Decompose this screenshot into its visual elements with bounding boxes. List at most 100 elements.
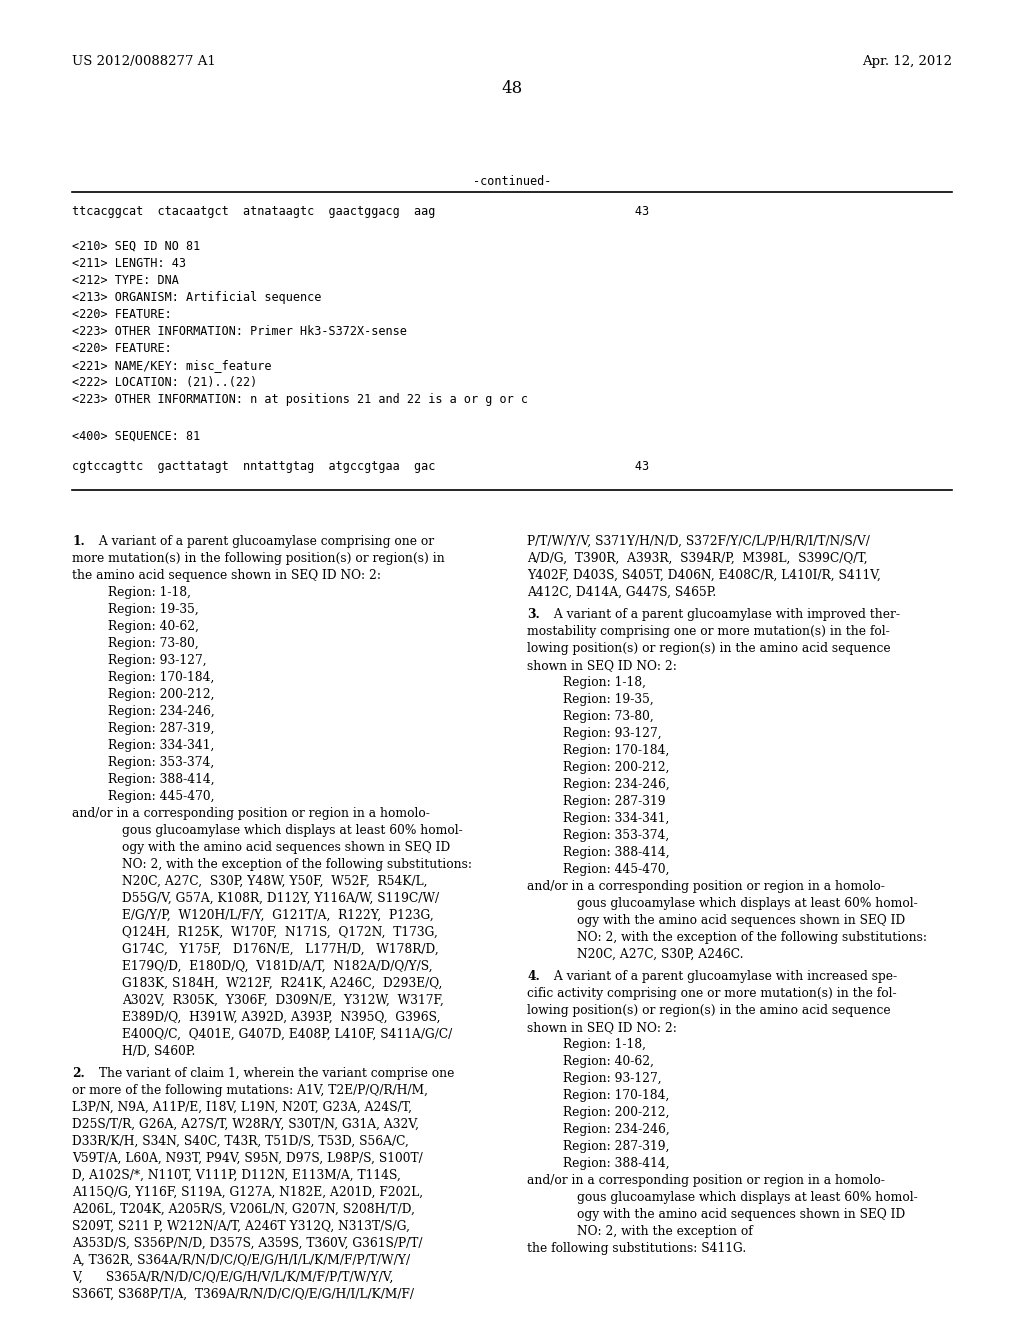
Text: <400> SEQUENCE: 81: <400> SEQUENCE: 81	[72, 430, 201, 444]
Text: gous glucoamylase which displays at least 60% homol-: gous glucoamylase which displays at leas…	[577, 1191, 918, 1204]
Text: E/G/Y/P,  W120H/L/F/Y,  G121T/A,  R122Y,  P123G,: E/G/Y/P, W120H/L/F/Y, G121T/A, R122Y, P1…	[122, 909, 434, 921]
Text: E389D/Q,  H391W, A392D, A393P,  N395Q,  G396S,: E389D/Q, H391W, A392D, A393P, N395Q, G39…	[122, 1011, 440, 1024]
Text: A115Q/G, Y116F, S119A, G127A, N182E, A201D, F202L,: A115Q/G, Y116F, S119A, G127A, N182E, A20…	[72, 1187, 423, 1199]
Text: or more of the following mutations: A1V, T2E/P/Q/R/H/M,: or more of the following mutations: A1V,…	[72, 1084, 428, 1097]
Text: Region: 170-184,: Region: 170-184,	[108, 671, 214, 684]
Text: more mutation(s) in the following position(s) or region(s) in: more mutation(s) in the following positi…	[72, 552, 444, 565]
Text: the following substitutions: S411G.: the following substitutions: S411G.	[527, 1242, 746, 1255]
Text: Region: 93-127,: Region: 93-127,	[563, 1072, 662, 1085]
Text: Region: 388-414,: Region: 388-414,	[108, 774, 215, 785]
Text: Region: 287-319,: Region: 287-319,	[563, 1140, 670, 1154]
Text: Region: 1-18,: Region: 1-18,	[563, 1039, 646, 1051]
Text: Region: 93-127,: Region: 93-127,	[563, 727, 662, 741]
Text: <223> OTHER INFORMATION: n at positions 21 and 22 is a or g or c: <223> OTHER INFORMATION: n at positions …	[72, 393, 528, 407]
Text: E400Q/C,  Q401E, G407D, E408P, L410F, S411A/G/C/: E400Q/C, Q401E, G407D, E408P, L410F, S41…	[122, 1028, 453, 1041]
Text: Region: 334-341,: Region: 334-341,	[563, 812, 670, 825]
Text: V59T/A, L60A, N93T, P94V, S95N, D97S, L98P/S, S100T/: V59T/A, L60A, N93T, P94V, S95N, D97S, L9…	[72, 1152, 423, 1166]
Text: NO: 2, with the exception of: NO: 2, with the exception of	[577, 1225, 753, 1238]
Text: <223> OTHER INFORMATION: Primer Hk3-S372X-sense: <223> OTHER INFORMATION: Primer Hk3-S372…	[72, 325, 407, 338]
Text: Region: 93-127,: Region: 93-127,	[108, 653, 207, 667]
Text: Region: 19-35,: Region: 19-35,	[108, 603, 199, 616]
Text: Region: 1-18,: Region: 1-18,	[108, 586, 191, 599]
Text: A353D/S, S356P/N/D, D357S, A359S, T360V, G361S/P/T/: A353D/S, S356P/N/D, D357S, A359S, T360V,…	[72, 1237, 423, 1250]
Text: <211> LENGTH: 43: <211> LENGTH: 43	[72, 257, 186, 271]
Text: mostability comprising one or more mutation(s) in the fol-: mostability comprising one or more mutat…	[527, 626, 890, 638]
Text: gous glucoamylase which displays at least 60% homol-: gous glucoamylase which displays at leas…	[577, 898, 918, 909]
Text: <210> SEQ ID NO 81: <210> SEQ ID NO 81	[72, 240, 201, 253]
Text: gous glucoamylase which displays at least 60% homol-: gous glucoamylase which displays at leas…	[122, 824, 463, 837]
Text: P/T/W/Y/V, S371Y/H/N/D, S372F/Y/C/L/P/H/R/I/T/N/S/V/: P/T/W/Y/V, S371Y/H/N/D, S372F/Y/C/L/P/H/…	[527, 535, 869, 548]
Text: <220> FEATURE:: <220> FEATURE:	[72, 342, 172, 355]
Text: A412C, D414A, G447S, S465P.: A412C, D414A, G447S, S465P.	[527, 586, 716, 599]
Text: Region: 170-184,: Region: 170-184,	[563, 744, 670, 758]
Text: A variant of a parent glucoamylase with improved ther-: A variant of a parent glucoamylase with …	[550, 609, 900, 622]
Text: and/or in a corresponding position or region in a homolo-: and/or in a corresponding position or re…	[527, 880, 885, 894]
Text: 4.: 4.	[527, 970, 540, 983]
Text: Q124H,  R125K,  W170F,  N171S,  Q172N,  T173G,: Q124H, R125K, W170F, N171S, Q172N, T173G…	[122, 927, 438, 939]
Text: <222> LOCATION: (21)..(22): <222> LOCATION: (21)..(22)	[72, 376, 257, 389]
Text: Region: 234-246,: Region: 234-246,	[108, 705, 215, 718]
Text: Region: 445-470,: Region: 445-470,	[108, 789, 214, 803]
Text: ogy with the amino acid sequences shown in SEQ ID: ogy with the amino acid sequences shown …	[577, 913, 905, 927]
Text: Region: 287-319: Region: 287-319	[563, 795, 666, 808]
Text: Region: 234-246,: Region: 234-246,	[563, 1123, 670, 1137]
Text: Region: 200-212,: Region: 200-212,	[563, 1106, 670, 1119]
Text: Apr. 12, 2012: Apr. 12, 2012	[862, 55, 952, 69]
Text: <220> FEATURE:: <220> FEATURE:	[72, 308, 172, 321]
Text: shown in SEQ ID NO: 2:: shown in SEQ ID NO: 2:	[527, 659, 677, 672]
Text: <212> TYPE: DNA: <212> TYPE: DNA	[72, 275, 179, 286]
Text: A variant of a parent glucoamylase with increased spe-: A variant of a parent glucoamylase with …	[550, 970, 897, 983]
Text: Region: 388-414,: Region: 388-414,	[563, 1158, 670, 1171]
Text: lowing position(s) or region(s) in the amino acid sequence: lowing position(s) or region(s) in the a…	[527, 1005, 891, 1018]
Text: ttcacggcat  ctacaatgct  atnataagtc  gaactggacg  aag                            4: ttcacggcat ctacaatgct atnataagtc gaactgg…	[72, 205, 649, 218]
Text: 1.: 1.	[72, 535, 85, 548]
Text: D55G/V, G57A, K108R, D112Y, Y116A/W, S119C/W/: D55G/V, G57A, K108R, D112Y, Y116A/W, S11…	[122, 892, 439, 906]
Text: Region: 388-414,: Region: 388-414,	[563, 846, 670, 859]
Text: Region: 73-80,: Region: 73-80,	[108, 638, 199, 649]
Text: Region: 19-35,: Region: 19-35,	[563, 693, 653, 706]
Text: Region: 353-374,: Region: 353-374,	[108, 756, 214, 770]
Text: N20C, A27C,  S30P, Y48W, Y50F,  W52F,  R54K/L,: N20C, A27C, S30P, Y48W, Y50F, W52F, R54K…	[122, 875, 427, 888]
Text: NO: 2, with the exception of the following substitutions:: NO: 2, with the exception of the followi…	[577, 931, 927, 944]
Text: lowing position(s) or region(s) in the amino acid sequence: lowing position(s) or region(s) in the a…	[527, 642, 891, 655]
Text: Region: 353-374,: Region: 353-374,	[563, 829, 670, 842]
Text: S366T, S368P/T/A,  T369A/R/N/D/C/Q/E/G/H/I/L/K/M/F/: S366T, S368P/T/A, T369A/R/N/D/C/Q/E/G/H/…	[72, 1288, 414, 1302]
Text: Region: 200-212,: Region: 200-212,	[563, 762, 670, 774]
Text: Region: 287-319,: Region: 287-319,	[108, 722, 214, 735]
Text: N20C, A27C, S30P, A246C.: N20C, A27C, S30P, A246C.	[577, 948, 743, 961]
Text: the amino acid sequence shown in SEQ ID NO: 2:: the amino acid sequence shown in SEQ ID …	[72, 569, 381, 582]
Text: 2.: 2.	[72, 1067, 85, 1080]
Text: S209T, S211 P, W212N/A/T, A246T Y312Q, N313T/S/G,: S209T, S211 P, W212N/A/T, A246T Y312Q, N…	[72, 1220, 410, 1233]
Text: 3.: 3.	[527, 609, 540, 622]
Text: A302V,  R305K,  Y306F,  D309N/E,  Y312W,  W317F,: A302V, R305K, Y306F, D309N/E, Y312W, W31…	[122, 994, 443, 1007]
Text: D25S/T/R, G26A, A27S/T, W28R/Y, S30T/N, G31A, A32V,: D25S/T/R, G26A, A27S/T, W28R/Y, S30T/N, …	[72, 1118, 419, 1131]
Text: -continued-: -continued-	[473, 176, 551, 187]
Text: Region: 170-184,: Region: 170-184,	[563, 1089, 670, 1102]
Text: D, A102S/*, N110T, V111P, D112N, E113M/A, T114S,: D, A102S/*, N110T, V111P, D112N, E113M/A…	[72, 1170, 400, 1183]
Text: A variant of a parent glucoamylase comprising one or: A variant of a parent glucoamylase compr…	[95, 535, 434, 548]
Text: ogy with the amino acid sequences shown in SEQ ID: ogy with the amino acid sequences shown …	[122, 841, 451, 854]
Text: Region: 200-212,: Region: 200-212,	[108, 688, 214, 701]
Text: US 2012/0088277 A1: US 2012/0088277 A1	[72, 55, 216, 69]
Text: E179Q/D,  E180D/Q,  V181D/A/T,  N182A/D/Q/Y/S,: E179Q/D, E180D/Q, V181D/A/T, N182A/D/Q/Y…	[122, 960, 432, 973]
Text: L3P/N, N9A, A11P/E, I18V, L19N, N20T, G23A, A24S/T,: L3P/N, N9A, A11P/E, I18V, L19N, N20T, G2…	[72, 1101, 412, 1114]
Text: D33R/K/H, S34N, S40C, T43R, T51D/S, T53D, S56A/C,: D33R/K/H, S34N, S40C, T43R, T51D/S, T53D…	[72, 1135, 409, 1148]
Text: cific activity comprising one or more mutation(s) in the fol-: cific activity comprising one or more mu…	[527, 987, 897, 1001]
Text: A206L, T204K, A205R/S, V206L/N, G207N, S208H/T/D,: A206L, T204K, A205R/S, V206L/N, G207N, S…	[72, 1203, 415, 1216]
Text: V,      S365A/R/N/D/C/Q/E/G/H/V/L/K/M/F/P/T/W/Y/V,: V, S365A/R/N/D/C/Q/E/G/H/V/L/K/M/F/P/T/W…	[72, 1271, 393, 1284]
Text: Region: 40-62,: Region: 40-62,	[108, 620, 199, 634]
Text: <221> NAME/KEY: misc_feature: <221> NAME/KEY: misc_feature	[72, 359, 271, 372]
Text: A, T362R, S364A/R/N/D/C/Q/E/G/H/I/L/K/M/F/P/T/W/Y/: A, T362R, S364A/R/N/D/C/Q/E/G/H/I/L/K/M/…	[72, 1254, 411, 1267]
Text: Y402F, D403S, S405T, D406N, E408C/R, L410I/R, S411V,: Y402F, D403S, S405T, D406N, E408C/R, L41…	[527, 569, 881, 582]
Text: and/or in a corresponding position or region in a homolo-: and/or in a corresponding position or re…	[527, 1175, 885, 1187]
Text: cgtccagttc  gacttatagt  nntattgtag  atgccgtgaa  gac                            4: cgtccagttc gacttatagt nntattgtag atgccgt…	[72, 459, 649, 473]
Text: <213> ORGANISM: Artificial sequence: <213> ORGANISM: Artificial sequence	[72, 290, 322, 304]
Text: Region: 73-80,: Region: 73-80,	[563, 710, 653, 723]
Text: Region: 445-470,: Region: 445-470,	[563, 863, 670, 876]
Text: 48: 48	[502, 81, 522, 96]
Text: G174C,   Y175F,   D176N/E,   L177H/D,   W178R/D,: G174C, Y175F, D176N/E, L177H/D, W178R/D,	[122, 942, 438, 956]
Text: Region: 1-18,: Region: 1-18,	[563, 676, 646, 689]
Text: G183K, S184H,  W212F,  R241K, A246C,  D293E/Q,: G183K, S184H, W212F, R241K, A246C, D293E…	[122, 977, 442, 990]
Text: A/D/G,  T390R,  A393R,  S394R/P,  M398L,  S399C/Q/T,: A/D/G, T390R, A393R, S394R/P, M398L, S39…	[527, 552, 867, 565]
Text: Region: 334-341,: Region: 334-341,	[108, 739, 214, 752]
